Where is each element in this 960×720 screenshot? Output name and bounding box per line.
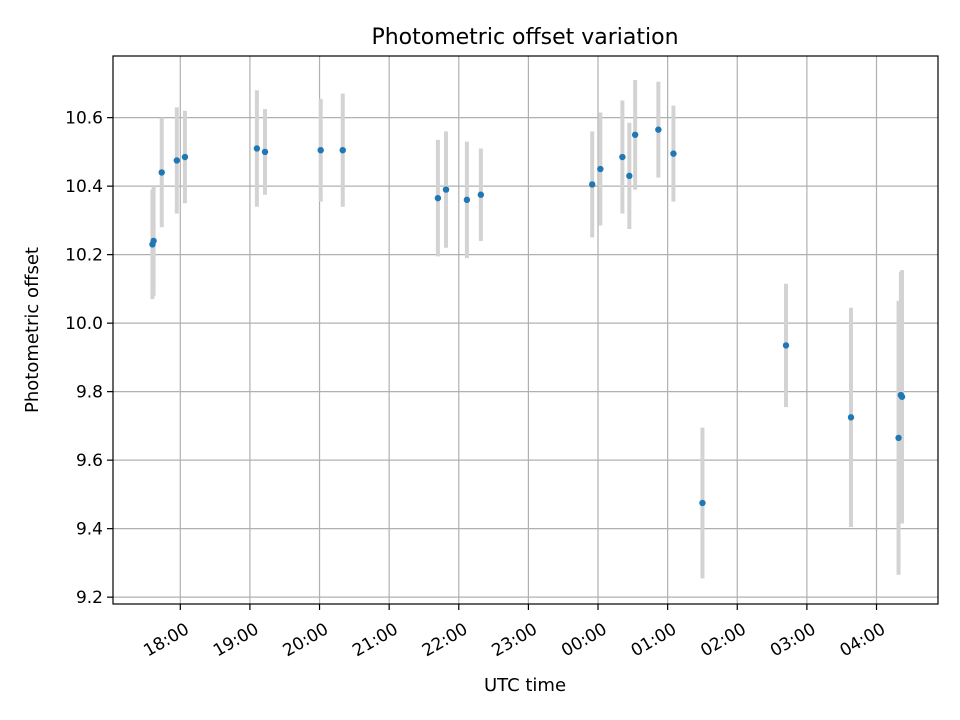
y-tick-label: 9.4 xyxy=(76,520,103,540)
data-point xyxy=(339,146,346,154)
x-tick-label: 18:00 xyxy=(140,619,192,661)
x-tick-label: 19:00 xyxy=(210,619,262,661)
data-point xyxy=(631,131,639,138)
data-point xyxy=(150,237,157,245)
y-tick-label: 10.4 xyxy=(65,177,103,197)
data-point xyxy=(442,186,450,193)
y-tick-label: 9.6 xyxy=(76,451,103,471)
chart-title: Photometric offset variation xyxy=(371,25,678,50)
x-tick-label: 04:00 xyxy=(837,619,889,661)
x-axis-label: UTC time xyxy=(484,675,566,696)
data-point xyxy=(173,157,181,164)
y-axis-label: Photometric offset xyxy=(22,247,43,413)
data-point xyxy=(589,181,596,188)
x-tick-label: 21:00 xyxy=(349,619,401,661)
data-point xyxy=(181,153,189,161)
x-tick-label: 00:00 xyxy=(558,619,610,661)
y-tick-label: 9.2 xyxy=(76,588,103,608)
y-tick-label: 10.2 xyxy=(65,246,103,266)
y-axis-ticks: 9.2 9.4 9.6 9.8 10.0 10.2 10.4 10.6 xyxy=(65,109,113,608)
data-point xyxy=(434,194,442,202)
x-axis-ticks: 18:00 19:00 20:00 21:00 22:00 23:00 00:00 01:00… xyxy=(140,604,889,661)
data-point xyxy=(626,172,633,180)
y-tick-label: 10.6 xyxy=(65,109,103,129)
data-point xyxy=(158,169,165,176)
x-tick-label: 03:00 xyxy=(767,619,819,661)
data-points xyxy=(149,126,906,507)
data-point xyxy=(670,150,677,157)
x-tick-label: 02:00 xyxy=(697,619,749,661)
data-point xyxy=(261,148,269,156)
x-tick-label: 22:00 xyxy=(419,619,471,661)
data-point xyxy=(597,165,604,173)
data-point xyxy=(253,145,261,152)
data-point xyxy=(898,393,906,400)
x-tick-label: 20:00 xyxy=(280,619,332,661)
data-point xyxy=(463,196,471,204)
x-tick-label: 01:00 xyxy=(628,619,680,661)
y-tick-label: 9.8 xyxy=(76,383,103,403)
data-point xyxy=(895,434,902,442)
data-point xyxy=(847,414,855,421)
plot-frame xyxy=(112,55,939,605)
x-tick-label: 23:00 xyxy=(488,619,540,661)
y-tick-label: 10.0 xyxy=(65,314,103,334)
grid-lines xyxy=(113,56,938,604)
data-point xyxy=(317,146,324,154)
data-point xyxy=(699,499,706,507)
data-point xyxy=(655,126,662,133)
data-point xyxy=(477,191,485,198)
data-point xyxy=(782,342,790,349)
data-point xyxy=(619,153,626,161)
